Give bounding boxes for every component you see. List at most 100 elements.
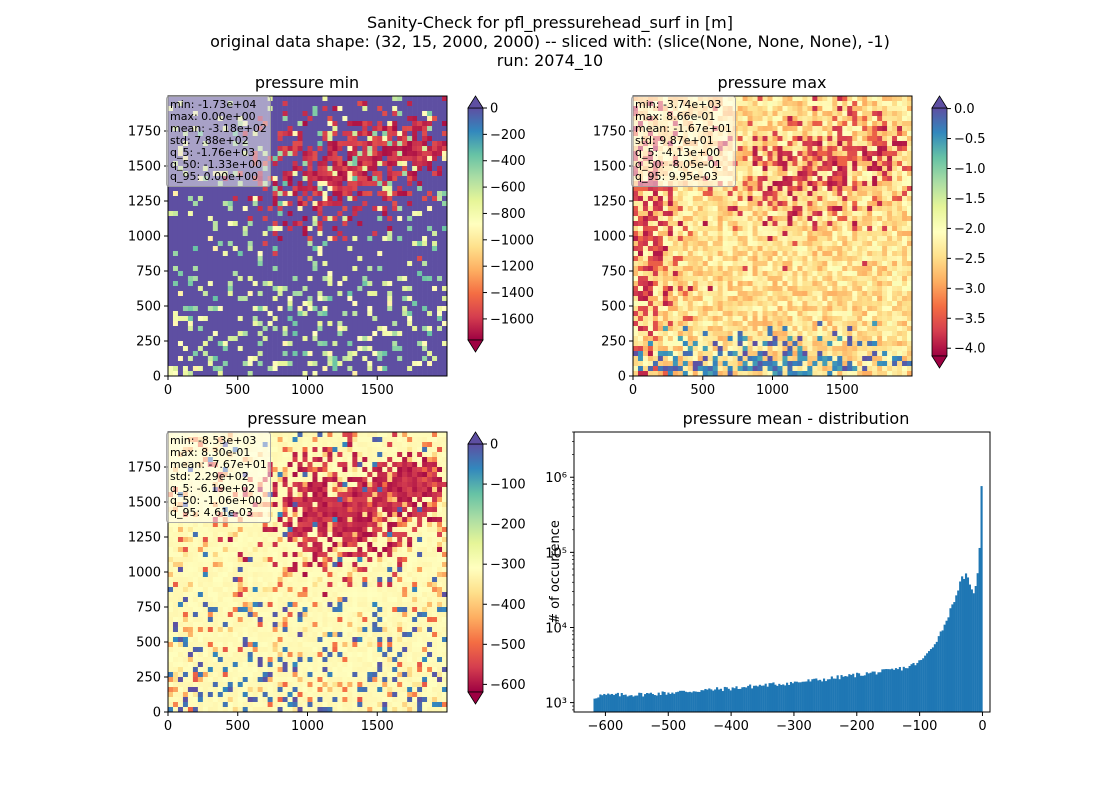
heatmap-cell	[252, 281, 258, 287]
heatmap-cell	[257, 351, 263, 357]
heatmap-cell	[347, 96, 353, 102]
heatmap-cell	[432, 121, 438, 127]
heatmap-cell	[352, 356, 358, 362]
heatmap-cell	[197, 201, 204, 207]
heatmap-cell	[362, 106, 368, 112]
heatmap-cell	[307, 266, 313, 272]
heatmap-cell	[752, 96, 758, 102]
heatmap-cell	[752, 116, 758, 122]
heatmap-cell	[752, 186, 758, 192]
heatmap-cell	[812, 191, 818, 197]
heatmap-cell	[442, 316, 448, 322]
heatmap-cell	[367, 336, 373, 342]
heatmap-cell	[337, 226, 343, 232]
heatmap-cell	[287, 316, 293, 322]
heatmap-cell	[372, 276, 378, 282]
heatmap-cell	[647, 186, 654, 192]
heatmap-cell	[252, 241, 258, 247]
heatmap-cell	[777, 226, 783, 232]
heatmap-cell	[192, 346, 199, 352]
heatmap-cell	[633, 241, 639, 247]
heatmap-cell	[312, 101, 318, 107]
heatmap-cell	[207, 306, 214, 312]
heatmap-cell	[442, 271, 448, 277]
heatmap-cell	[347, 306, 353, 312]
heatmap-cell	[442, 281, 448, 287]
heatmap-cell	[207, 346, 214, 352]
heatmap-cell	[802, 176, 808, 182]
heatmap-cell	[192, 196, 199, 202]
heatmap-cell	[742, 181, 748, 187]
heatmap-cell	[827, 216, 833, 222]
heatmap-cell	[342, 226, 348, 232]
heatmap-cell	[777, 96, 783, 102]
heatmap-cell	[202, 201, 209, 207]
heatmap-cell	[197, 326, 204, 332]
heatmap-cell	[367, 136, 373, 142]
heatmap-cell	[832, 186, 838, 192]
heatmap-cell	[892, 236, 898, 242]
heatmap-cell	[867, 131, 873, 137]
heatmap-cell	[337, 136, 343, 142]
heatmap-cell	[317, 291, 323, 297]
heatmap-cell	[852, 146, 858, 152]
heatmap-cell	[397, 196, 403, 202]
heatmap-cell	[382, 206, 388, 212]
heatmap-cell	[782, 211, 788, 217]
heatmap-cell	[892, 126, 898, 132]
heatmap-cell	[397, 266, 403, 272]
heatmap-cell	[367, 301, 373, 307]
heatmap-cell	[652, 201, 659, 207]
heatmap-cell	[797, 231, 803, 237]
heatmap-cell	[422, 321, 428, 327]
heatmap-cell	[857, 211, 863, 217]
heatmap-cell	[422, 251, 428, 257]
heatmap-cell	[847, 221, 853, 227]
heatmap-cell	[362, 296, 368, 302]
heatmap-cell	[282, 101, 288, 107]
heatmap-cell	[817, 176, 823, 182]
heatmap-cell	[897, 221, 903, 227]
heatmap-cell	[227, 236, 234, 242]
heatmap-cell	[427, 176, 433, 182]
heatmap-cell	[387, 156, 393, 162]
heatmap-cell	[262, 326, 268, 332]
heatmap-cell	[397, 346, 403, 352]
heatmap-cell	[432, 176, 438, 182]
heatmap-cell	[633, 246, 639, 252]
heatmap-cell	[902, 186, 908, 192]
heatmap-cell	[372, 161, 378, 167]
heatmap-cell	[437, 316, 443, 322]
heatmap-cell	[657, 211, 664, 217]
heatmap-cell	[872, 136, 878, 142]
heatmap-cell	[277, 131, 283, 137]
heatmap-cell	[177, 266, 184, 272]
heatmap-cell	[422, 241, 428, 247]
heatmap-cell	[412, 126, 418, 132]
heatmap-cell	[282, 306, 288, 312]
heatmap-cell	[787, 181, 793, 187]
heatmap-cell	[172, 296, 179, 302]
heatmap-cell	[212, 216, 219, 222]
heatmap-cell	[427, 151, 433, 157]
heatmap-cell	[192, 331, 199, 337]
heatmap-cell	[287, 241, 293, 247]
heatmap-cell	[207, 366, 214, 372]
heatmap-cell	[727, 206, 733, 212]
heatmap-cell	[432, 356, 438, 362]
heatmap-cell	[842, 146, 848, 152]
heatmap-cell	[227, 186, 234, 192]
heatmap-cell	[777, 211, 783, 217]
heatmap-cell	[432, 331, 438, 337]
heatmap-cell	[282, 156, 288, 162]
heatmap-cell	[662, 191, 669, 197]
heatmap-cell	[212, 226, 219, 232]
heatmap-cell	[737, 176, 743, 182]
heatmap-cell	[262, 221, 268, 227]
heatmap-cell	[367, 171, 373, 177]
heatmap-cell	[377, 111, 383, 117]
heatmap-cell	[822, 166, 828, 172]
heatmap-cell	[267, 236, 273, 242]
heatmap-cell	[197, 306, 204, 312]
heatmap-cell	[217, 311, 224, 317]
